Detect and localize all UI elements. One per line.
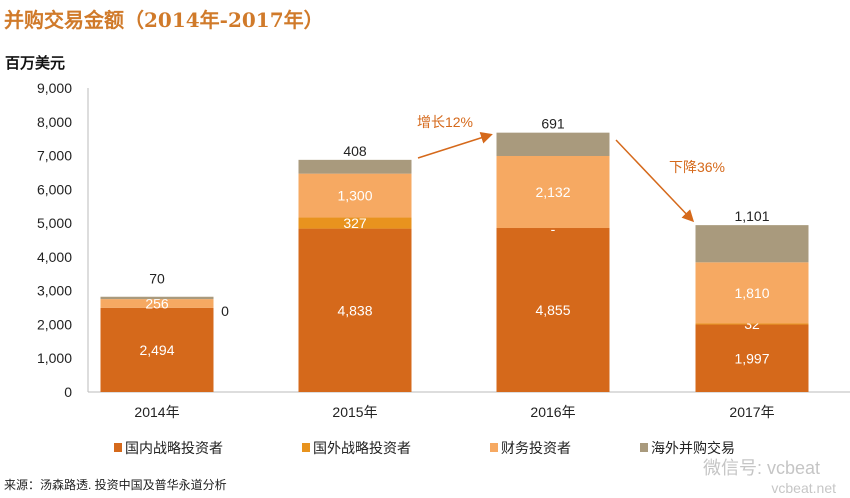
- bar-segment: [695, 225, 809, 263]
- watermark-site: vcbeat.net: [771, 480, 836, 496]
- bar-segment: [298, 159, 412, 174]
- legend-swatch: [640, 443, 648, 452]
- y-tick-label: 7,000: [37, 148, 72, 164]
- data-label: -: [551, 221, 556, 237]
- y-tick-label: 0: [64, 384, 72, 400]
- data-label: 691: [541, 116, 565, 132]
- bar-segment: [298, 228, 412, 392]
- x-tick-label: 2016年: [530, 404, 575, 420]
- annotation-label: 下降36%: [669, 159, 725, 175]
- legend-swatch: [302, 443, 310, 452]
- growth-arrow: [417, 132, 493, 159]
- legend-label: 财务投资者: [501, 440, 571, 456]
- bar-segment: [496, 228, 610, 392]
- y-tick-label: 6,000: [37, 181, 72, 197]
- bar-segment: [100, 307, 214, 392]
- x-tick-label: 2014年: [134, 404, 179, 420]
- data-label: 0: [221, 303, 229, 319]
- legend-label: 海外并购交易: [651, 440, 735, 456]
- bar-segment: [298, 173, 412, 218]
- data-label: 1,300: [337, 188, 372, 204]
- data-label: 4,855: [535, 302, 570, 318]
- legend-swatch: [490, 443, 498, 452]
- chart-title: 并购交易金额（2014年-2017年）: [4, 8, 324, 32]
- legend-swatch: [114, 443, 122, 452]
- data-label: 1,810: [734, 285, 769, 301]
- bar-segment: [695, 324, 809, 392]
- x-tick-label: 2017年: [729, 404, 774, 420]
- data-label: 70: [149, 271, 165, 287]
- data-label: 408: [343, 143, 367, 159]
- y-tick-label: 5,000: [37, 215, 72, 231]
- bar-segment: [695, 262, 809, 324]
- y-tick-label: 1,000: [37, 350, 72, 366]
- y-tick-label: 3,000: [37, 283, 72, 299]
- y-axis-label: 百万美元: [5, 55, 66, 72]
- legend-label: 国内战略投资者: [125, 440, 223, 456]
- bar-segment: [496, 155, 610, 229]
- bar-segment: [100, 296, 214, 300]
- bar-segment: [298, 217, 412, 229]
- bar-segment: [695, 323, 809, 325]
- source-note: 来源：汤森路透. 投资中国及普华永道分析: [4, 478, 227, 492]
- y-tick-label: 9,000: [37, 80, 72, 96]
- data-label: 2,132: [535, 184, 570, 200]
- y-tick-label: 2,000: [37, 316, 72, 332]
- y-tick-label: 8,000: [37, 114, 72, 130]
- decline-arrow: [615, 139, 695, 223]
- data-label: 327: [343, 215, 367, 231]
- data-label: 256: [145, 295, 169, 311]
- data-label: 4,838: [337, 302, 372, 318]
- x-tick-label: 2015年: [332, 404, 377, 420]
- y-tick-label: 4,000: [37, 249, 72, 265]
- bar-segment: [496, 132, 610, 156]
- bar-segment: [100, 299, 214, 308]
- data-label: 1,101: [734, 208, 769, 224]
- data-label: 2,494: [139, 342, 174, 358]
- legend-label: 国外战略投资者: [313, 440, 411, 456]
- data-label: 1,997: [734, 350, 769, 366]
- watermark: 微信号: vcbeat: [702, 458, 820, 478]
- annotation-label: 增长12%: [417, 114, 473, 130]
